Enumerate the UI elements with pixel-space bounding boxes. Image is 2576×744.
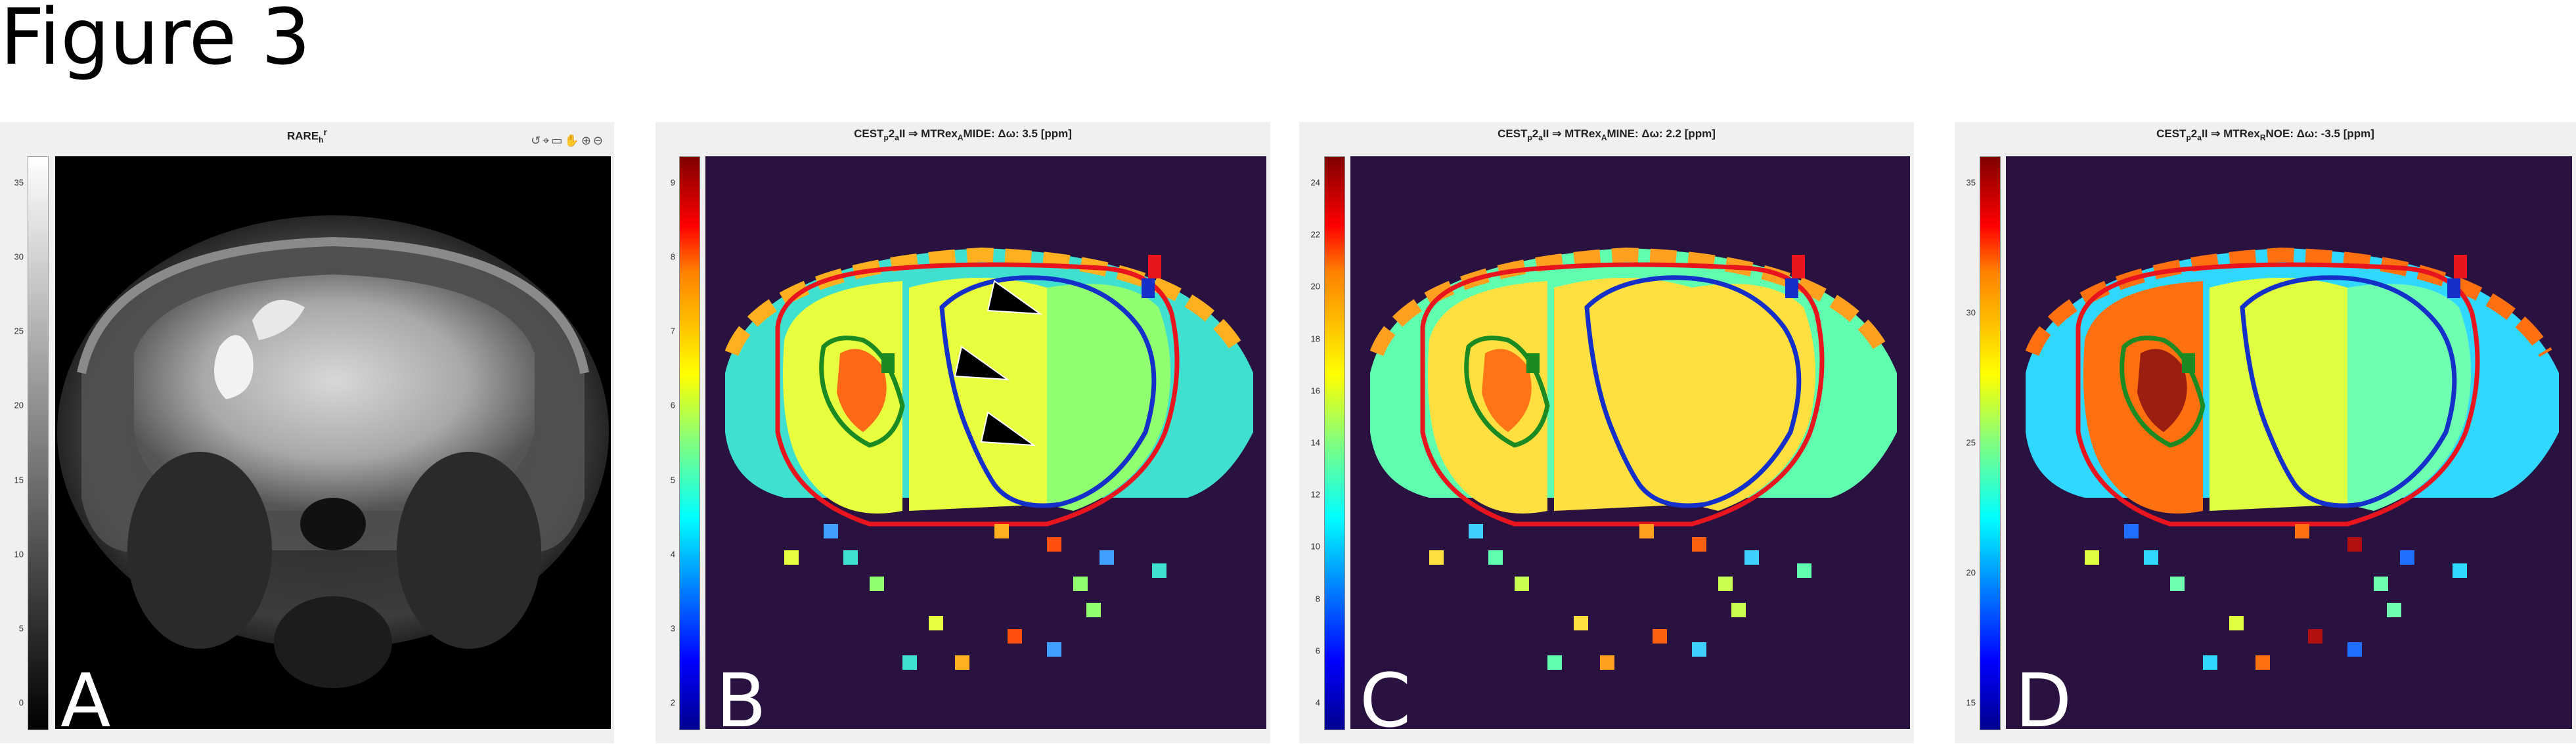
colorbar-ticks-b: 9 8 7 6 5 4 3 2 (646, 156, 675, 729)
colorbar-tick: 35 (14, 177, 24, 188)
panel-d: CESTp2aII ⇒ MTRexRNOE: Δω: -3.5 [ppm] 35… (1955, 122, 2576, 743)
colorbar-tick: 30 (1966, 307, 1976, 318)
figure-toolbar[interactable]: ↺⌖▭✋⊕⊖ (531, 134, 605, 148)
zoom-in-icon[interactable]: ⊕ (581, 134, 593, 148)
colorbar-d (1980, 156, 2001, 730)
data-tip-icon[interactable]: ⌖ (543, 134, 552, 148)
cest-map-b (705, 156, 1266, 729)
colorbar-b (679, 156, 700, 730)
colorbar-tick: 24 (1310, 177, 1320, 188)
panel-letter-b: B (716, 659, 766, 744)
colorbar-tick: 2 (670, 697, 675, 708)
colorbar-tick: 30 (14, 252, 24, 262)
colorbar-ticks-c: 24 22 20 18 16 14 12 10 8 6 4 (1291, 156, 1320, 729)
colorbar-tick: 20 (14, 400, 24, 410)
panel-c: CESTp2aII ⇒ MTRexAMINE: Δω: 2.2 [ppm] 24… (1299, 122, 1914, 743)
colorbar-tick: 25 (1966, 437, 1976, 448)
panel-c-title: CESTp2aII ⇒ MTRexAMINE: Δω: 2.2 [ppm] (1498, 127, 1716, 142)
colorbar-ticks-a: 35 30 25 20 15 10 5 0 (0, 156, 24, 729)
colorbar-tick: 8 (1315, 594, 1320, 604)
colorbar-tick: 25 (14, 326, 24, 336)
colorbar-a (28, 156, 49, 730)
colorbar-tick: 5 (670, 475, 675, 485)
colorbar-tick: 0 (18, 697, 24, 708)
colorbar-tick: 3 (670, 623, 675, 634)
colorbar-tick: 16 (1310, 385, 1320, 396)
colorbar-tick: 6 (670, 400, 675, 410)
colorbar-tick: 15 (14, 475, 24, 485)
panel-letter-d: D (2015, 659, 2072, 744)
cest-map-c (1350, 156, 1910, 729)
panel-a-title: RAREhr (286, 127, 328, 145)
panel-letter-a: A (60, 659, 111, 744)
colorbar-tick: 20 (1966, 567, 1976, 578)
colorbar-tick: 4 (670, 549, 675, 559)
colorbar-c (1324, 156, 1345, 730)
panel-b: CESTp2aII ⇒ MTRexAMIDE: Δω: 3.5 [ppm] 9 8… (655, 122, 1270, 743)
panel-letter-c: C (1360, 659, 1411, 744)
colorbar-tick: 10 (14, 549, 24, 559)
panel-d-title: CESTp2aII ⇒ MTRexRNOE: Δω: -3.5 [ppm] (2156, 127, 2374, 142)
brush-icon[interactable]: ▭ (551, 134, 565, 148)
panel-b-title: CESTp2aII ⇒ MTRexAMIDE: Δω: 3.5 [ppm] (854, 127, 1072, 142)
colorbar-tick: 10 (1310, 541, 1320, 552)
colorbar-tick: 12 (1310, 489, 1320, 500)
zoom-out-icon[interactable]: ⊖ (592, 134, 605, 148)
colorbar-tick: 18 (1310, 334, 1320, 344)
pan-icon[interactable]: ✋ (564, 134, 581, 148)
colorbar-ticks-d: 35 30 25 20 15 (1947, 156, 1976, 729)
colorbar-tick: 15 (1966, 697, 1976, 708)
colorbar-tick: 22 (1310, 229, 1320, 240)
colorbar-tick: 8 (670, 252, 675, 262)
colorbar-tick: 4 (1315, 697, 1320, 708)
cest-map-d (2006, 156, 2572, 729)
colorbar-tick: 35 (1966, 177, 1976, 188)
mri-anatomical-image (55, 156, 611, 729)
panel-a: RAREhr ↺⌖▭✋⊕⊖ 35 30 25 20 15 10 5 0 (0, 122, 614, 743)
colorbar-tick: 20 (1310, 281, 1320, 292)
colorbar-tick: 14 (1310, 437, 1320, 448)
colorbar-tick: 7 (670, 326, 675, 336)
colorbar-tick: 5 (18, 623, 24, 634)
colorbar-tick: 9 (670, 177, 675, 188)
colorbar-tick: 6 (1315, 646, 1320, 656)
figure-title: Figure 3 (0, 0, 311, 82)
rotate-icon[interactable]: ↺ (531, 134, 543, 148)
